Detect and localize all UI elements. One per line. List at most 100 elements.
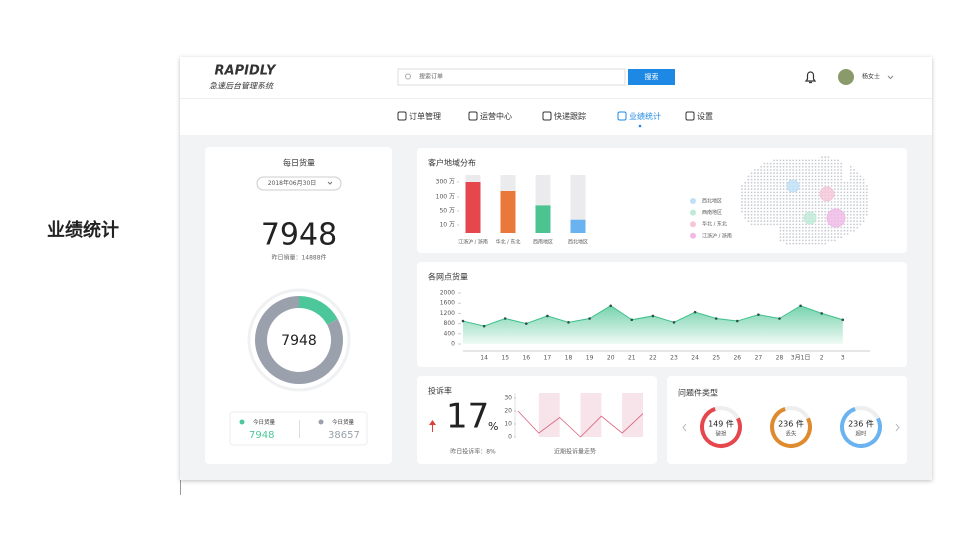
map-dot [859,194,862,197]
map-dot [785,223,788,226]
nav-item[interactable]: 业绩统计 [629,111,661,121]
map-dot [760,194,763,197]
nav-icon[interactable] [685,111,695,121]
map-dot [811,172,814,175]
y-tick-label: 100 万 [436,194,455,201]
map-dot [859,210,862,213]
map-dot [814,233,817,235]
map-dot [760,217,763,219]
map-dot [856,204,859,207]
bar [570,219,586,233]
map-dot [811,226,814,229]
map-dot [750,191,753,194]
map-dot [763,191,766,194]
point [588,317,591,320]
user-name: 杨女士 [862,73,880,81]
map-dot [808,242,811,245]
legend-label: 今日货量 [332,418,355,426]
map-dot [853,175,855,178]
map-dot [744,191,747,194]
map-dot [824,162,827,165]
map-dot [750,220,753,223]
map-dot [811,185,814,187]
map-dot [827,204,830,207]
map-dot [750,210,753,213]
map-dot [849,201,852,203]
map-dot [795,207,798,210]
map-dot [840,169,843,171]
search-box[interactable] [397,68,626,86]
map-dot [805,188,807,191]
map-dot [833,162,836,165]
nav-icon[interactable] [468,111,478,121]
map-dot [801,162,804,165]
map-dot [801,159,804,162]
map-dot [785,229,788,232]
map-dot [856,201,859,203]
map-dot [750,185,753,187]
map-dot [798,213,801,216]
map-dot [830,159,833,162]
map-dot [837,236,839,239]
map-dot [757,178,759,181]
map-dot [798,178,801,181]
map-dot [795,169,798,171]
map-dot [849,204,852,207]
map-dot [763,217,766,219]
map-dot [808,233,811,235]
map-dot [846,223,849,226]
nav-item[interactable]: 运营中心 [480,111,512,121]
trend-band [622,393,643,437]
map-dot [862,217,865,219]
map-dot [856,220,859,223]
map-dot [798,236,801,239]
map-dot [750,207,753,210]
x-tick-label: 18 [565,355,573,362]
nav-icon[interactable] [542,111,552,121]
map-dot [763,185,766,187]
map-dot [846,233,849,235]
map-dot [769,223,772,226]
point [714,317,718,320]
date-picker[interactable] [256,176,342,191]
map-dot [856,210,859,213]
map-dot [789,236,791,239]
map-dot [801,169,804,171]
prev-arrow[interactable] [682,423,687,432]
map-dot [773,178,775,181]
nav-item[interactable]: 订单管理 [409,111,441,121]
date-label: 2018年06月30日 [268,179,317,187]
map-dot [785,217,788,219]
map-dot [773,175,775,178]
map-dot [789,233,791,235]
map-dot [862,178,865,181]
map-dot [769,188,772,191]
map-dot [853,210,855,213]
map-dot [789,175,791,178]
nav-icon[interactable] [617,111,627,121]
x-tick-label: 3 [841,355,845,362]
map-dot [817,201,820,203]
map-dot [760,172,763,175]
map-dot [814,201,817,203]
map-dot [859,185,862,187]
map-dot [821,226,823,229]
avatar[interactable] [838,69,854,85]
map-dot [798,169,801,171]
user-chevron[interactable] [887,75,894,80]
map-dot [833,185,836,187]
search-button[interactable] [628,69,675,85]
map-dot [769,178,772,181]
bell-icon[interactable] [804,71,817,84]
next-arrow[interactable] [895,423,900,432]
nav-item[interactable]: 设置 [697,111,713,121]
map-dot [757,201,759,203]
nav-item[interactable]: 快递跟踪 [554,111,586,121]
map-dot [782,223,785,226]
map-dot [776,223,779,226]
trend-band [538,393,560,437]
map-dot [827,236,830,239]
map-dot [837,201,839,203]
map-dot [805,191,807,194]
nav-icon[interactable] [397,111,407,121]
